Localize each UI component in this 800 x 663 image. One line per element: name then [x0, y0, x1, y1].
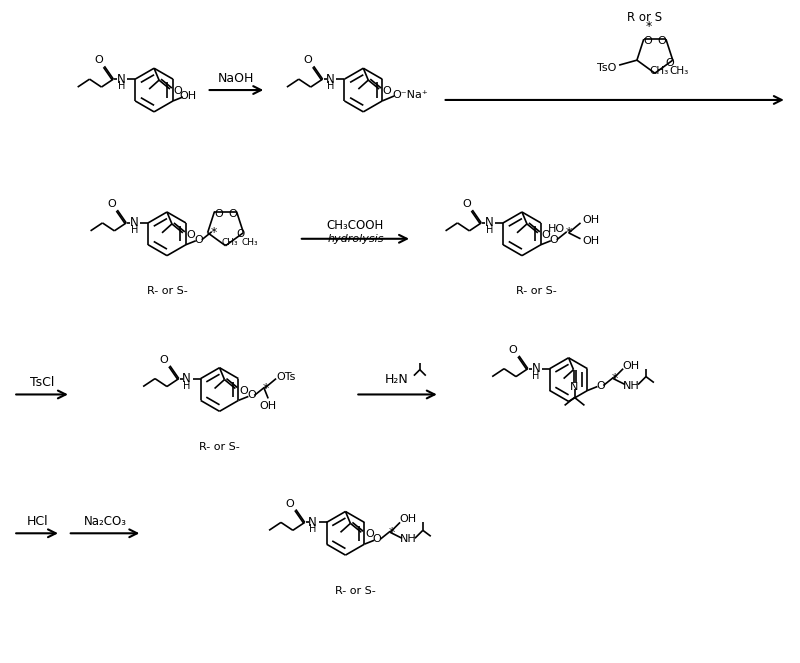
Text: N: N [308, 516, 317, 529]
Text: OH: OH [179, 91, 197, 101]
Text: O: O [286, 499, 294, 509]
Text: HCl: HCl [26, 515, 48, 528]
Text: CH₃: CH₃ [242, 237, 258, 247]
Text: *: * [646, 20, 652, 33]
Text: Na₂CO₃: Na₂CO₃ [84, 515, 127, 528]
Text: N: N [130, 216, 138, 229]
Text: CH₃: CH₃ [222, 237, 238, 247]
Text: O: O [236, 229, 244, 239]
Text: O: O [550, 235, 558, 245]
Text: O: O [365, 529, 374, 539]
Text: OH: OH [582, 215, 599, 225]
Text: *: * [612, 372, 618, 385]
Text: H: H [309, 524, 316, 534]
Text: OTs: OTs [276, 372, 296, 382]
Text: O: O [194, 235, 203, 245]
Text: H₂N: H₂N [385, 373, 409, 386]
Text: R- or S-: R- or S- [146, 286, 187, 296]
Text: N: N [182, 372, 191, 385]
Text: O: O [373, 534, 382, 544]
Text: N: N [485, 216, 494, 229]
Text: NaOH: NaOH [218, 72, 254, 85]
Text: O: O [665, 58, 674, 68]
Text: O: O [643, 36, 652, 46]
Text: *: * [263, 382, 270, 395]
Text: O: O [658, 36, 666, 46]
Text: O: O [186, 230, 195, 240]
Text: OH: OH [399, 514, 417, 524]
Text: O: O [382, 86, 391, 96]
Text: O: O [94, 55, 103, 65]
Text: R- or S-: R- or S- [517, 286, 558, 296]
Text: O: O [174, 86, 182, 96]
Text: TsCl: TsCl [30, 376, 54, 389]
Text: O⁻Na⁺: O⁻Na⁺ [392, 90, 428, 100]
Text: H: H [532, 371, 539, 381]
Text: O: O [542, 230, 550, 240]
Text: H: H [486, 225, 493, 235]
Text: N: N [326, 73, 335, 86]
Text: N: N [117, 73, 126, 86]
Text: H: H [118, 81, 125, 91]
Text: *: * [389, 526, 395, 539]
Text: O: O [228, 209, 237, 219]
Text: NH: NH [622, 381, 639, 391]
Text: O: O [509, 345, 518, 355]
Text: CH₃: CH₃ [650, 66, 669, 76]
Text: H: H [183, 381, 190, 391]
Text: CH₃: CH₃ [670, 66, 689, 76]
Text: R or S: R or S [627, 11, 662, 24]
Text: HO: HO [548, 224, 566, 234]
Text: OH: OH [622, 361, 640, 371]
Text: NH: NH [400, 534, 416, 544]
Text: N: N [531, 362, 540, 375]
Text: *: * [210, 226, 217, 239]
Text: R- or S-: R- or S- [335, 586, 376, 596]
Text: R- or S-: R- or S- [199, 442, 240, 452]
Text: H: H [130, 225, 138, 235]
Text: O: O [247, 391, 256, 400]
Text: O: O [303, 55, 312, 65]
Text: O: O [462, 199, 470, 209]
Text: *: * [566, 226, 572, 239]
Text: OH: OH [260, 401, 277, 411]
Text: OH: OH [582, 236, 599, 246]
Text: O: O [596, 381, 605, 391]
Text: TsO: TsO [598, 63, 617, 73]
Text: N: N [570, 381, 578, 392]
Text: CH₃COOH: CH₃COOH [326, 219, 384, 233]
Text: O: O [214, 209, 222, 219]
Text: O: O [159, 355, 168, 365]
Text: H: H [327, 81, 334, 91]
Text: hydrolysis: hydrolysis [327, 234, 384, 244]
Text: O: O [107, 199, 116, 209]
Text: O: O [239, 385, 248, 396]
